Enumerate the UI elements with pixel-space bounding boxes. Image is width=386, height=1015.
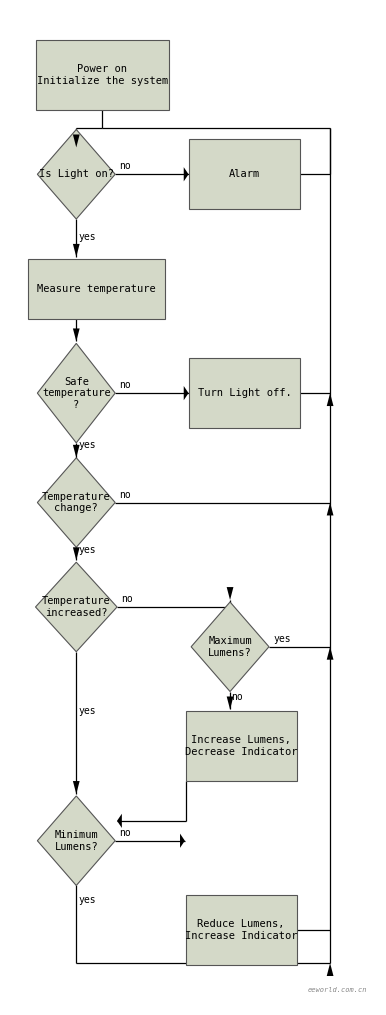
- Polygon shape: [327, 647, 334, 660]
- FancyBboxPatch shape: [186, 895, 297, 965]
- Text: yes: yes: [274, 633, 291, 644]
- Text: yes: yes: [78, 706, 96, 717]
- Polygon shape: [73, 329, 80, 341]
- Polygon shape: [117, 814, 122, 828]
- Text: Measure temperature: Measure temperature: [37, 283, 156, 293]
- Text: Safe
temperature
?: Safe temperature ?: [42, 377, 111, 410]
- Polygon shape: [180, 833, 185, 848]
- Text: yes: yes: [78, 231, 96, 242]
- Text: yes: yes: [78, 545, 96, 555]
- Text: Turn Light off.: Turn Light off.: [198, 388, 292, 398]
- FancyBboxPatch shape: [28, 259, 165, 319]
- Text: Maximum
Lumens?: Maximum Lumens?: [208, 636, 252, 658]
- Polygon shape: [327, 963, 334, 976]
- Polygon shape: [184, 167, 188, 182]
- Polygon shape: [73, 244, 80, 257]
- Text: no: no: [119, 381, 130, 390]
- Polygon shape: [73, 782, 80, 794]
- Polygon shape: [191, 602, 269, 691]
- Text: yes: yes: [78, 439, 96, 450]
- Polygon shape: [327, 502, 334, 516]
- Text: Minimum
Lumens?: Minimum Lumens?: [54, 830, 98, 852]
- Text: Reduce Lumens,
Increase Indicator: Reduce Lumens, Increase Indicator: [185, 920, 298, 941]
- Text: eeworld.com.cn: eeworld.com.cn: [308, 987, 367, 993]
- Polygon shape: [37, 130, 115, 219]
- FancyBboxPatch shape: [186, 712, 297, 782]
- Polygon shape: [37, 458, 115, 547]
- Polygon shape: [73, 135, 80, 147]
- Text: no: no: [121, 594, 132, 604]
- Text: Temperature
increased?: Temperature increased?: [42, 596, 111, 618]
- FancyBboxPatch shape: [189, 358, 300, 428]
- Polygon shape: [184, 386, 188, 400]
- Polygon shape: [37, 796, 115, 885]
- Polygon shape: [227, 696, 234, 709]
- Polygon shape: [73, 547, 80, 560]
- Polygon shape: [36, 562, 117, 652]
- Text: no: no: [119, 161, 130, 172]
- Text: yes: yes: [78, 895, 96, 905]
- Text: no: no: [119, 828, 130, 837]
- Polygon shape: [227, 587, 234, 600]
- Polygon shape: [73, 445, 80, 458]
- FancyBboxPatch shape: [36, 40, 169, 110]
- Text: Alarm: Alarm: [229, 170, 261, 180]
- Text: Is Light on?: Is Light on?: [39, 170, 114, 180]
- Text: no: no: [119, 489, 130, 499]
- FancyBboxPatch shape: [189, 139, 300, 209]
- Polygon shape: [37, 343, 115, 443]
- Polygon shape: [327, 393, 334, 406]
- Text: Power on
Initialize the system: Power on Initialize the system: [37, 64, 168, 85]
- Text: no: no: [232, 692, 243, 702]
- Text: Increase Lumens,
Decrease Indicator: Increase Lumens, Decrease Indicator: [185, 736, 298, 757]
- Text: Temperature
change?: Temperature change?: [42, 491, 111, 514]
